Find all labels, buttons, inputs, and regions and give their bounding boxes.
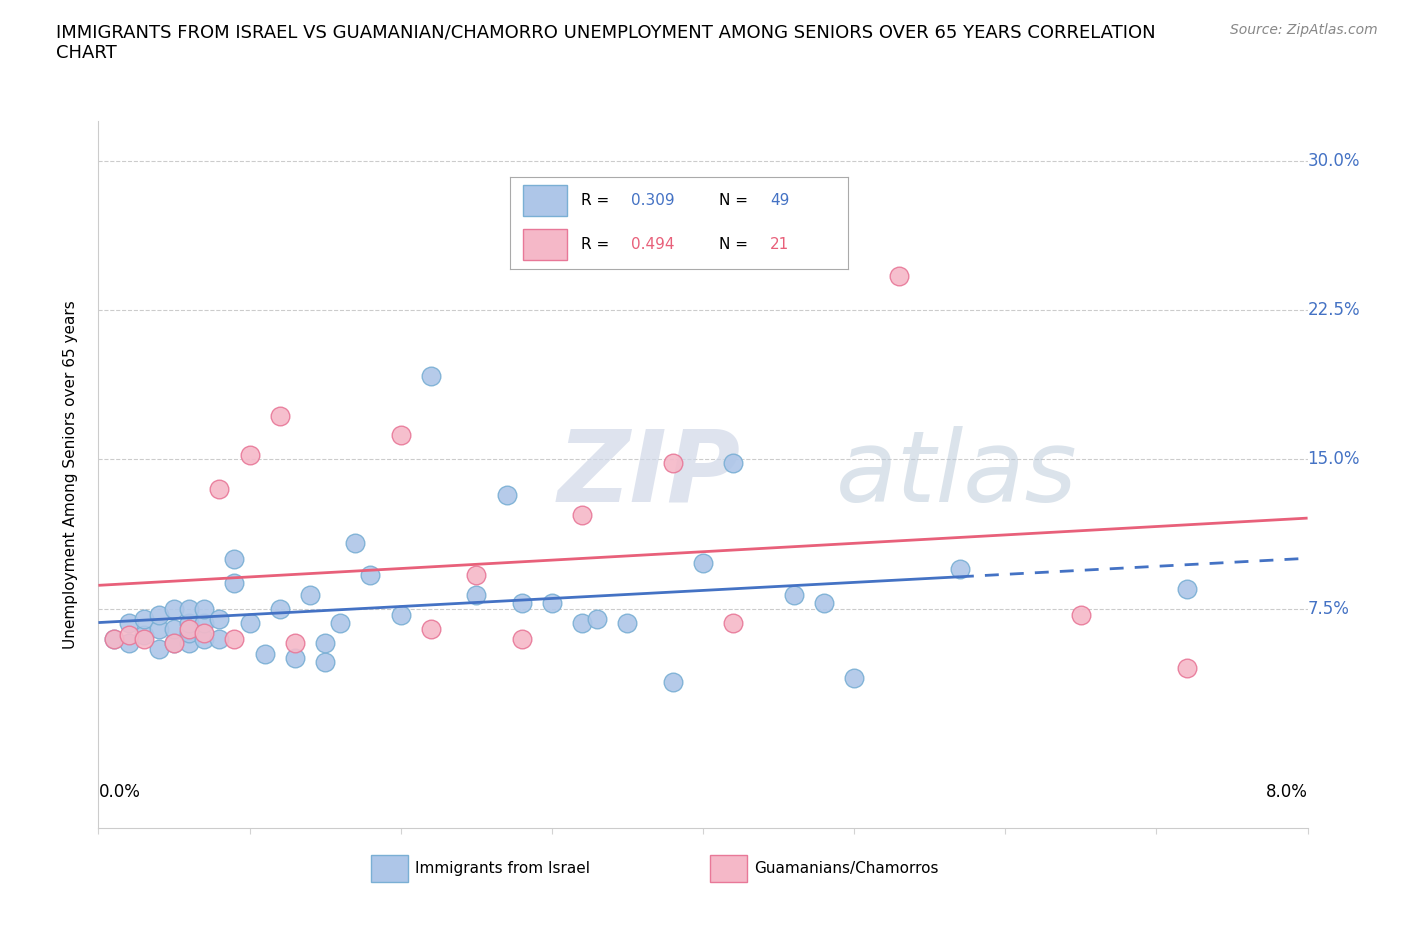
Point [586, 611, 609, 626]
Point [224, 576, 246, 591]
Point [224, 631, 246, 646]
Point [179, 602, 201, 617]
Text: 30.0%: 30.0% [1308, 152, 1360, 169]
Point [269, 602, 291, 617]
Point [616, 615, 638, 630]
Point [389, 428, 412, 443]
Point [284, 635, 307, 650]
Point [208, 631, 231, 646]
Point [224, 551, 246, 566]
Point [360, 567, 382, 582]
Point [132, 611, 155, 626]
Text: 7.5%: 7.5% [1308, 600, 1350, 618]
Point [118, 635, 141, 650]
Text: 8.0%: 8.0% [1265, 783, 1308, 801]
Point [465, 588, 488, 603]
Point [163, 635, 186, 650]
Point [118, 627, 141, 642]
Text: 15.0%: 15.0% [1308, 450, 1360, 469]
Point [723, 615, 745, 630]
Point [949, 562, 972, 577]
Point [1070, 607, 1092, 622]
Point [329, 615, 352, 630]
Point [540, 595, 562, 610]
Point [193, 615, 215, 630]
Point [239, 615, 262, 630]
Point [284, 651, 307, 666]
Point [193, 625, 215, 640]
Point [571, 508, 593, 523]
Point [103, 631, 125, 646]
Point [420, 621, 443, 636]
Point [314, 655, 336, 670]
Point [661, 675, 683, 690]
Point [132, 627, 155, 642]
Point [889, 269, 911, 284]
Point [179, 635, 201, 650]
Point [193, 631, 215, 646]
Point [1175, 661, 1198, 676]
Point [193, 602, 215, 617]
Point [813, 595, 835, 610]
Point [118, 615, 141, 630]
Point [495, 487, 517, 502]
Point [239, 448, 262, 463]
Point [163, 621, 186, 636]
Point [510, 595, 533, 610]
Point [269, 408, 291, 423]
Point [344, 536, 367, 551]
Text: Source: ZipAtlas.com: Source: ZipAtlas.com [1230, 23, 1378, 37]
Point [783, 588, 806, 603]
Point [661, 456, 683, 471]
Text: IMMIGRANTS FROM ISRAEL VS GUAMANIAN/CHAMORRO UNEMPLOYMENT AMONG SENIORS OVER 65 : IMMIGRANTS FROM ISRAEL VS GUAMANIAN/CHAM… [56, 23, 1156, 62]
Point [1175, 581, 1198, 596]
Point [179, 615, 201, 630]
Point [571, 615, 593, 630]
Point [692, 555, 714, 570]
Point [148, 607, 170, 622]
Point [465, 567, 488, 582]
Text: atlas: atlas [837, 426, 1077, 523]
Point [510, 631, 533, 646]
Point [723, 456, 745, 471]
Point [148, 621, 170, 636]
Point [253, 647, 276, 662]
Point [163, 602, 186, 617]
Point [389, 607, 412, 622]
Point [844, 671, 866, 685]
Text: 0.0%: 0.0% [98, 783, 141, 801]
Point [420, 368, 443, 383]
Point [179, 621, 201, 636]
Point [314, 635, 336, 650]
Point [148, 641, 170, 656]
Point [299, 588, 322, 603]
Point [179, 625, 201, 640]
Point [163, 635, 186, 650]
Text: ZIP: ZIP [558, 426, 741, 523]
Point [132, 631, 155, 646]
Point [208, 611, 231, 626]
Text: 22.5%: 22.5% [1308, 301, 1360, 319]
Point [208, 482, 231, 497]
Point [103, 631, 125, 646]
Y-axis label: Unemployment Among Seniors over 65 years: Unemployment Among Seniors over 65 years [63, 300, 77, 649]
